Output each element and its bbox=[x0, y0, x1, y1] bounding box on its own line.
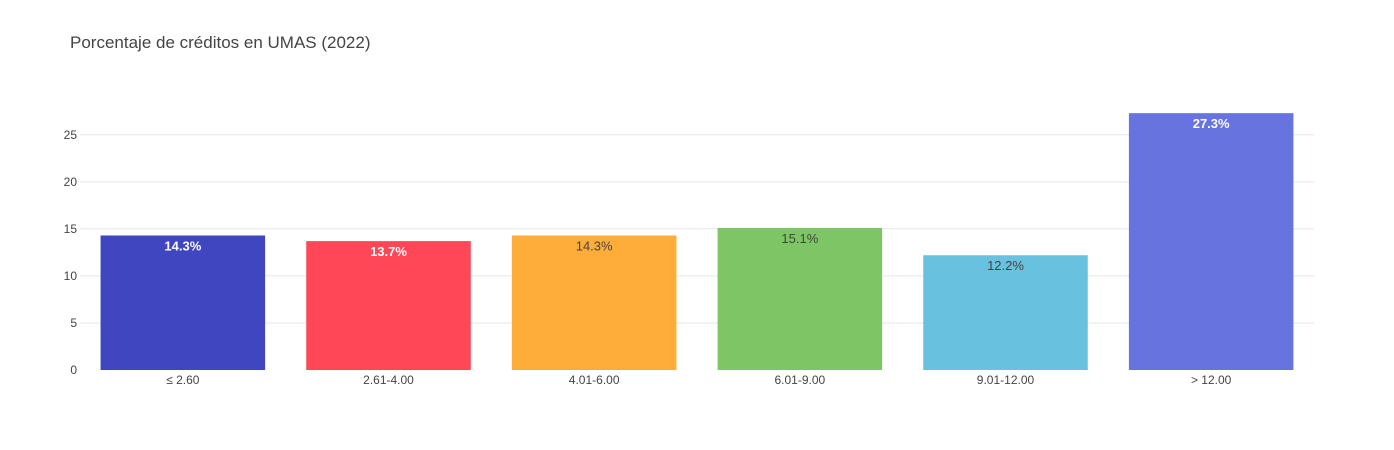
x-tick-label: 6.01-9.00 bbox=[774, 373, 825, 387]
chart-title: Porcentaje de créditos en UMAS (2022) bbox=[70, 33, 371, 52]
bar bbox=[100, 235, 266, 370]
data-label: 14.3% bbox=[576, 238, 613, 253]
x-axis: ≤ 2.60 2.61-4.00 4.01-6.00 6.01-9.00 9.01-12… bbox=[166, 373, 1231, 387]
y-axis: 0 5 10 15 20 25 bbox=[64, 128, 78, 377]
y-tick-label: 10 bbox=[64, 269, 78, 283]
y-tick-label: 0 bbox=[70, 363, 77, 377]
data-labels: 14.3% 13.7% 14.3% 15.1% 12.2% 27.3% bbox=[164, 116, 1230, 273]
bar bbox=[1128, 113, 1294, 371]
data-label: 14.3% bbox=[164, 238, 201, 253]
y-tick-label: 25 bbox=[64, 128, 78, 142]
bar bbox=[717, 227, 883, 370]
data-label: 27.3% bbox=[1193, 116, 1230, 131]
bar bbox=[923, 255, 1088, 370]
y-tick-label: 5 bbox=[70, 316, 77, 330]
data-label: 13.7% bbox=[370, 244, 407, 259]
y-tick-label: 20 bbox=[64, 175, 78, 189]
x-tick-label: 2.61-4.00 bbox=[363, 373, 414, 387]
x-tick-label: > 12.00 bbox=[1191, 373, 1232, 387]
grid-lines bbox=[80, 134, 1314, 324]
data-label: 12.2% bbox=[987, 258, 1024, 273]
bar bbox=[306, 241, 471, 370]
data-label: 15.1% bbox=[781, 231, 818, 246]
bar bbox=[511, 235, 677, 370]
x-tick-label: 9.01-12.00 bbox=[977, 373, 1035, 387]
x-tick-label: ≤ 2.60 bbox=[166, 373, 200, 387]
x-tick-label: 4.01-6.00 bbox=[569, 373, 620, 387]
bars bbox=[100, 113, 1294, 371]
y-tick-label: 15 bbox=[64, 222, 78, 236]
